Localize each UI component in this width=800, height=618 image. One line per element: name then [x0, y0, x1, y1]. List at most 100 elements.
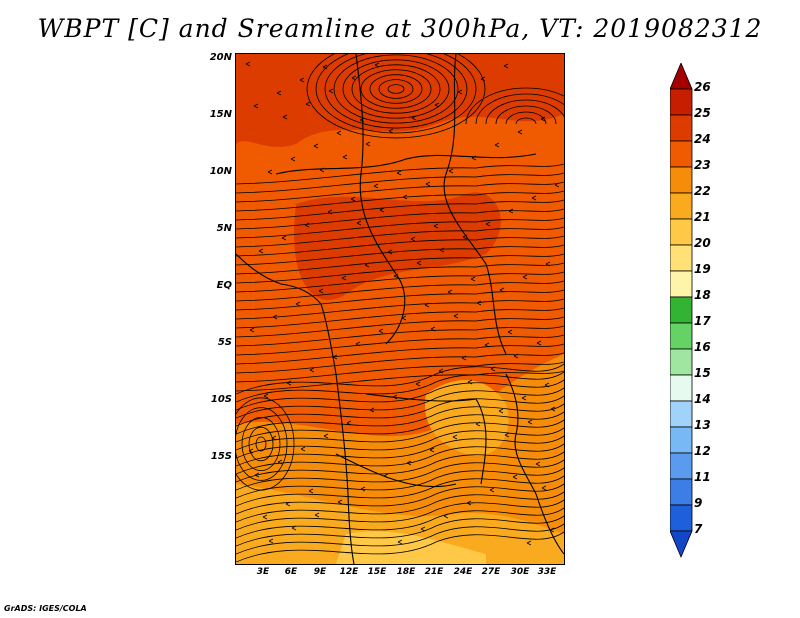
- streamline: [236, 352, 564, 374]
- streamline: [351, 64, 441, 114]
- streamline: [453, 313, 459, 319]
- streamline: [236, 483, 564, 515]
- streamline: [236, 208, 564, 230]
- colorbar-box: [670, 244, 693, 272]
- streamline: [387, 84, 405, 94]
- streamline: [452, 434, 458, 440]
- streamline: [299, 77, 305, 83]
- streamline: [333, 54, 459, 124]
- streamline: [236, 531, 564, 563]
- lon-label-12e: 12E: [339, 567, 359, 577]
- streamline: [467, 379, 473, 385]
- streamline: [236, 499, 564, 531]
- streamline: [503, 63, 509, 69]
- streamline: [470, 276, 476, 282]
- colorbar-label-19: 19: [694, 262, 711, 276]
- streamline: [236, 451, 564, 483]
- streamline: [282, 114, 288, 120]
- lat-label-15n: 15N: [209, 109, 232, 120]
- colorbar-box: [670, 166, 693, 194]
- streamline: [550, 406, 556, 412]
- colorbar-box: [670, 192, 693, 220]
- streamline: [271, 435, 277, 441]
- streamline: [236, 172, 564, 194]
- streamline: [527, 419, 533, 425]
- lat-label-20n: 20N: [209, 52, 232, 63]
- streamline: [236, 235, 564, 257]
- streamline: [476, 300, 482, 306]
- streamline: [434, 102, 440, 108]
- lon-label-27e: 27E: [481, 567, 501, 577]
- streamline: [410, 236, 416, 242]
- field-coolest-south: [336, 531, 486, 564]
- streamline: [236, 226, 564, 248]
- streamline: [365, 141, 371, 147]
- streamline: [420, 526, 426, 532]
- streamline: [255, 436, 267, 452]
- streamline: [351, 75, 357, 81]
- coastline-east: [505, 373, 564, 555]
- streamlines: [236, 54, 564, 563]
- colorbar-label-18: 18: [694, 288, 711, 302]
- streamline: [379, 207, 385, 213]
- streamline: [313, 143, 319, 149]
- streamline: [461, 355, 467, 361]
- lat-label-15s: 15S: [210, 451, 232, 462]
- streamline: [236, 298, 564, 320]
- streamline: [305, 101, 311, 107]
- colorbar-label-20: 20: [694, 236, 711, 250]
- map-panel: [235, 53, 565, 565]
- lon-label-3e: 3E: [256, 567, 270, 577]
- streamline: [236, 397, 295, 491]
- streamline: [236, 443, 564, 475]
- streamline: [304, 222, 310, 228]
- streamline: [236, 316, 564, 338]
- colorbar-label-15: 15: [694, 366, 711, 380]
- streamline: [327, 209, 333, 215]
- streamline: [415, 381, 421, 387]
- streamline: [236, 343, 564, 365]
- streamline: [438, 368, 444, 374]
- streamline: [342, 59, 450, 119]
- streamline: [356, 220, 362, 226]
- streamline: [388, 128, 394, 134]
- streamline: [272, 314, 278, 320]
- coastlines-borders: [236, 54, 564, 564]
- streamline: [314, 512, 320, 518]
- lat-label-10s: 10S: [210, 394, 232, 405]
- streamline: [490, 366, 496, 372]
- streamline: [350, 196, 356, 202]
- streamline: [364, 262, 370, 268]
- streamline: [236, 253, 564, 275]
- colorbar-box: [670, 452, 693, 480]
- border-line-4: [365, 393, 487, 485]
- lon-label-6e: 6E: [284, 567, 298, 577]
- colorbar-box: [670, 114, 693, 142]
- colorbar-box: [670, 348, 693, 376]
- colorbar-box: [670, 478, 693, 506]
- streamline: [369, 407, 375, 413]
- colorbar-label-14: 14: [694, 392, 711, 406]
- streamline: [466, 500, 472, 506]
- streamline: [328, 88, 334, 94]
- streamline: [245, 61, 251, 67]
- colorbar-label-25: 25: [694, 106, 711, 120]
- streamline: [465, 87, 564, 125]
- streamline: [495, 105, 557, 125]
- streamline: [387, 249, 393, 255]
- streamline: [443, 513, 449, 519]
- colorbar-label-23: 23: [694, 158, 711, 172]
- streamline: [236, 271, 564, 293]
- streamline: [263, 393, 269, 399]
- streamline: [236, 190, 564, 212]
- lat-label-10n: 10N: [209, 166, 232, 177]
- streamline: [236, 289, 564, 311]
- streamline: [323, 433, 329, 439]
- streamline: [248, 426, 274, 462]
- colorbar-box: [670, 296, 693, 324]
- streamline: [337, 499, 343, 505]
- streamline: [462, 234, 468, 240]
- colorbar-label-22: 22: [694, 184, 711, 198]
- streamline: [504, 432, 510, 438]
- streamline: [411, 115, 417, 121]
